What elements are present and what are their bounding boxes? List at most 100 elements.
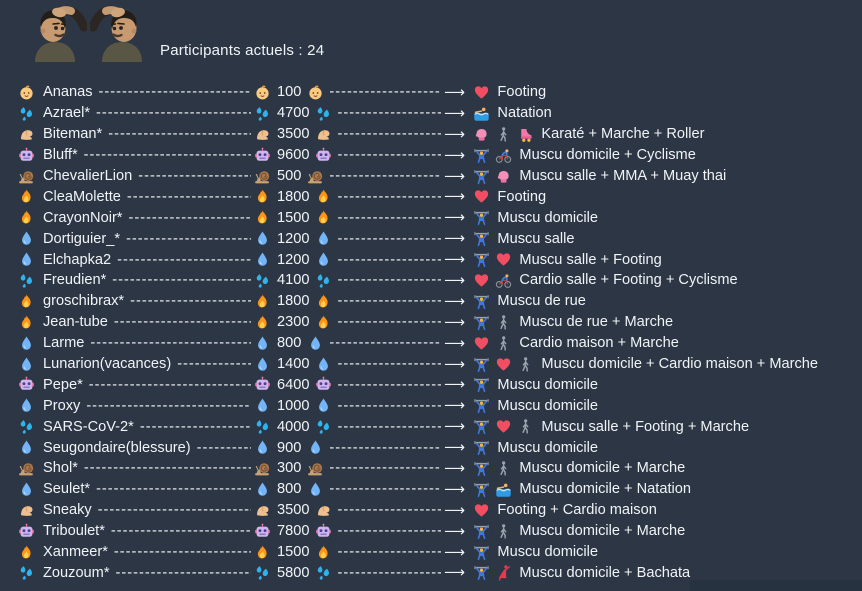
dash-fill: ----------------------------------------… — [96, 481, 251, 498]
fire-icon — [315, 209, 332, 226]
score-value: 2300 — [277, 314, 310, 331]
lifter-icon — [473, 481, 490, 498]
lifter-icon — [473, 460, 490, 477]
boxing-glove-icon — [495, 168, 512, 185]
fire-icon — [254, 314, 271, 331]
biceps-icon — [254, 502, 271, 519]
score-value: 300 — [277, 460, 302, 477]
row-activities-section: ⟶ Footing + Cardio maison — [444, 502, 850, 519]
droplet-icon — [18, 356, 35, 373]
row-score-section: 3500 ------------------------------------… — [254, 502, 444, 519]
score-value: 9600 — [277, 147, 310, 164]
biceps-icon — [315, 502, 332, 519]
list-item: CrayonNoir* -----------------------------… — [18, 207, 850, 228]
dash-fill: ----------------------------------------… — [113, 544, 251, 561]
row-score-section: 9600 ------------------------------------… — [254, 147, 444, 164]
list-item: SARS-CoV-2* -----------------------------… — [18, 416, 850, 437]
dash-fill: ----------------------------------------… — [130, 293, 251, 310]
member-name: CleaMolette — [43, 188, 121, 205]
lifter-icon — [473, 418, 490, 435]
long-arrow: ⟶ — [444, 564, 465, 582]
row-name-section: Dortiguier_* ----------------------------… — [18, 230, 254, 247]
fire-icon — [315, 314, 332, 331]
dash-fill: ----------------------------------------… — [98, 84, 252, 101]
dash-fill: ----------------------------------------… — [139, 418, 251, 435]
snail-icon — [307, 460, 324, 477]
droplet-icon — [254, 481, 271, 498]
biceps-icon — [18, 126, 35, 143]
row-activities-section: ⟶ Muscu salle + Footing — [444, 251, 850, 268]
risitas-sticker-mirrored[interactable] — [90, 5, 152, 62]
row-activities-section: ⟶ Karaté + Marche + Roller — [444, 126, 850, 143]
row-activities-section: ⟶ Footing — [444, 188, 850, 205]
dash-fill: ----------------------------------------… — [337, 209, 441, 226]
snail-icon — [18, 460, 35, 477]
row-name-section: Ananas ----------------------------------… — [18, 84, 254, 101]
fire-icon — [315, 293, 332, 310]
heart-icon — [495, 251, 512, 268]
sweat-droplets-icon — [18, 418, 35, 435]
list-item: CleaMolette -----------------------------… — [18, 186, 850, 207]
dash-fill: ----------------------------------------… — [329, 168, 441, 184]
lifter-icon — [473, 439, 490, 456]
dash-fill: ----------------------------------------… — [337, 356, 441, 373]
member-name: Xanmeer* — [43, 544, 108, 561]
row-score-section: 2300 ------------------------------------… — [254, 314, 444, 331]
dash-fill: ----------------------------------------… — [138, 168, 251, 184]
row-name-section: CleaMolette -----------------------------… — [18, 188, 254, 205]
row-score-section: 900 -------------------------------------… — [254, 439, 444, 456]
row-name-section: Jean-tube -------------------------------… — [18, 314, 254, 331]
list-item: Seulet* ---------------------------------… — [18, 479, 850, 500]
heart-icon — [473, 502, 490, 519]
activities-label: Muscu domicile + Natation — [519, 481, 691, 498]
activities-label: Muscu salle + Footing — [519, 251, 662, 268]
activities-label: Muscu domicile + Marche — [519, 460, 686, 477]
member-name: Seulet* — [43, 481, 91, 498]
dash-fill: ----------------------------------------… — [337, 293, 441, 310]
activities-label: Footing + Cardio maison — [497, 502, 657, 519]
fire-icon — [315, 188, 332, 205]
member-name: Zouzoum* — [43, 564, 110, 581]
snail-icon — [254, 460, 271, 477]
sweat-droplets-icon — [254, 272, 271, 289]
list-item: Bluff* ----------------------------------… — [18, 145, 850, 166]
dash-fill: ----------------------------------------… — [337, 251, 441, 268]
snail-icon — [254, 168, 271, 185]
row-name-section: Shol* -----------------------------------… — [18, 460, 254, 477]
activities-label: Natation — [497, 105, 552, 122]
row-name-section: Bluff* ----------------------------------… — [18, 147, 254, 164]
list-item: Ananas ----------------------------------… — [18, 82, 850, 103]
long-arrow: ⟶ — [444, 271, 465, 289]
score-value: 1400 — [277, 356, 310, 373]
score-value: 1800 — [277, 293, 310, 310]
long-arrow: ⟶ — [444, 334, 465, 352]
long-arrow: ⟶ — [444, 209, 465, 227]
lifter-icon — [473, 251, 490, 268]
row-score-section: 300 -------------------------------------… — [254, 460, 444, 477]
long-arrow: ⟶ — [444, 376, 465, 394]
row-activities-section: ⟶ Muscu domicile + Marche — [444, 460, 850, 477]
long-arrow: ⟶ — [444, 501, 465, 519]
long-arrow: ⟶ — [444, 480, 465, 498]
list-item: Biteman* --------------------------------… — [18, 124, 850, 145]
sweat-droplets-icon — [254, 105, 271, 122]
row-score-section: 6400 ------------------------------------… — [254, 376, 444, 393]
row-name-section: SARS-CoV-2* -----------------------------… — [18, 418, 254, 435]
row-name-section: Seugondaire(blessure) -------------------… — [18, 439, 254, 456]
dash-fill: ----------------------------------------… — [329, 335, 441, 352]
dash-fill: ----------------------------------------… — [337, 147, 441, 164]
list-item: Lunarion(vacances) ----------------------… — [18, 354, 850, 375]
score-value: 1000 — [277, 397, 310, 414]
dash-fill: ----------------------------------------… — [110, 523, 251, 540]
row-score-section: 100 -------------------------------------… — [254, 84, 444, 101]
member-name: CrayonNoir* — [43, 209, 123, 226]
long-arrow: ⟶ — [444, 397, 465, 415]
baby-icon — [307, 84, 324, 101]
risitas-sticker[interactable] — [25, 5, 87, 62]
droplet-icon — [18, 335, 35, 352]
dash-fill: ----------------------------------------… — [196, 439, 251, 456]
long-arrow: ⟶ — [444, 543, 465, 561]
row-score-section: 1400 ------------------------------------… — [254, 356, 444, 373]
dash-fill: ----------------------------------------… — [337, 105, 441, 122]
activities-label: Muscu de rue + Marche — [519, 314, 674, 331]
